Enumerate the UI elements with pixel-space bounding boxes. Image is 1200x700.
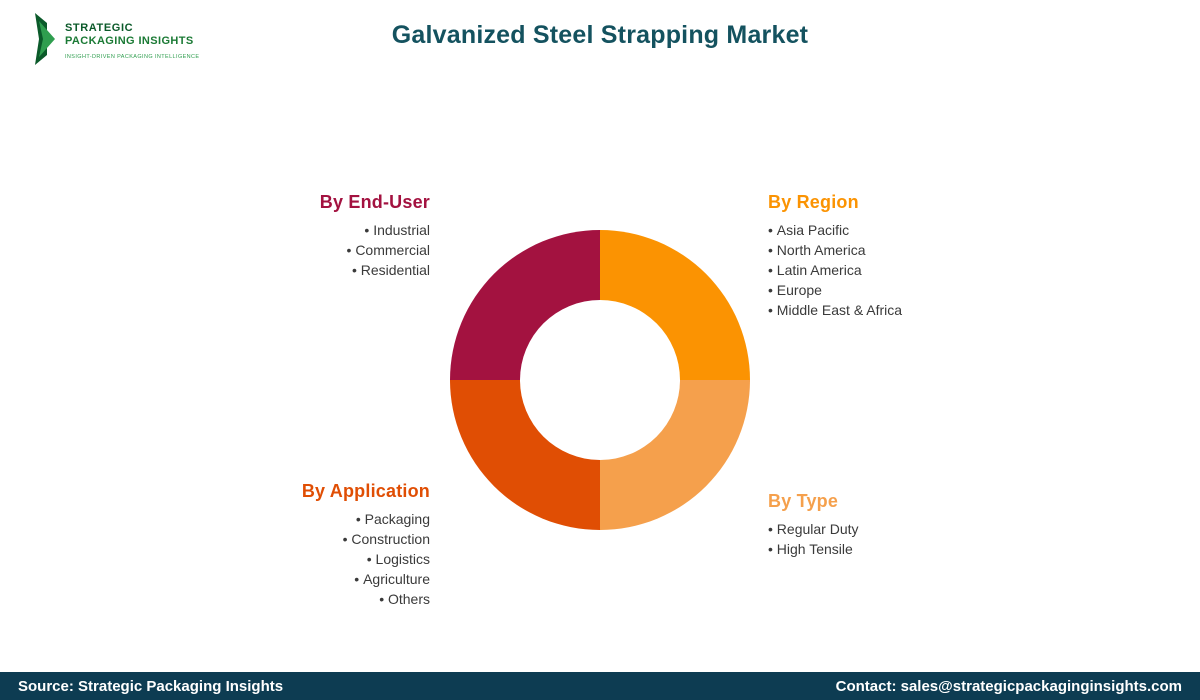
segment-item: North America: [768, 240, 902, 260]
footer-bar: Source: Strategic Packaging Insights Con…: [0, 672, 1200, 700]
logo: STRATEGIC PACKAGING INSIGHTS INSIGHT-DRI…: [33, 13, 200, 65]
segment-item: Latin America: [768, 260, 902, 280]
segment-item: Middle East & Africa: [768, 300, 902, 320]
donut-hole: [520, 300, 680, 460]
logo-line1: STRATEGIC: [65, 22, 134, 34]
segment-items-type: Regular DutyHigh Tensile: [768, 519, 859, 559]
segment-items-end-user: IndustrialCommercialResidential: [320, 220, 430, 280]
logo-line2: PACKAGING INSIGHTS: [65, 35, 194, 47]
logo-tagline: INSIGHT-DRIVEN PACKAGING INTELLIGENCE: [65, 54, 200, 60]
segment-item: Logistics: [302, 549, 430, 569]
page-title: Galvanized Steel Strapping Market: [391, 21, 809, 49]
segment-items-region: Asia PacificNorth AmericaLatin AmericaEu…: [768, 220, 902, 320]
segment-item: Residential: [320, 260, 430, 280]
footer-source: Source: Strategic Packaging Insights: [18, 677, 284, 695]
segment-item: Europe: [768, 280, 902, 300]
segment-region: By Region Asia PacificNorth AmericaLatin…: [768, 192, 902, 320]
segment-title-region: By Region: [768, 192, 859, 212]
segment-title-type: By Type: [768, 491, 839, 511]
logo-text: STRATEGIC PACKAGING INSIGHTS INSIGHT-DRI…: [65, 13, 200, 60]
segment-items-application: PackagingConstructionLogisticsAgricultur…: [302, 509, 430, 609]
segment-item: Asia Pacific: [768, 220, 902, 240]
segment-title-end-user: By End-User: [319, 192, 430, 212]
segment-item: Agriculture: [302, 569, 430, 589]
logo-chevron-icon: [35, 13, 55, 65]
segment-end-user: By End-User IndustrialCommercialResident…: [320, 192, 430, 280]
segment-type: By Type Regular DutyHigh Tensile: [768, 491, 859, 559]
segment-title-application: By Application: [301, 481, 430, 501]
footer-contact: Contact: sales@strategicpackaginginsight…: [835, 677, 1182, 695]
segment-item: Packaging: [302, 509, 430, 529]
segment-item: Others: [302, 589, 430, 609]
segment-item: Industrial: [320, 220, 430, 240]
segment-item: Commercial: [320, 240, 430, 260]
segment-item: Construction: [302, 529, 430, 549]
donut-chart: [450, 230, 750, 530]
segment-application: By Application PackagingConstructionLogi…: [302, 481, 430, 609]
segment-item: Regular Duty: [768, 519, 859, 539]
segment-item: High Tensile: [768, 539, 859, 559]
